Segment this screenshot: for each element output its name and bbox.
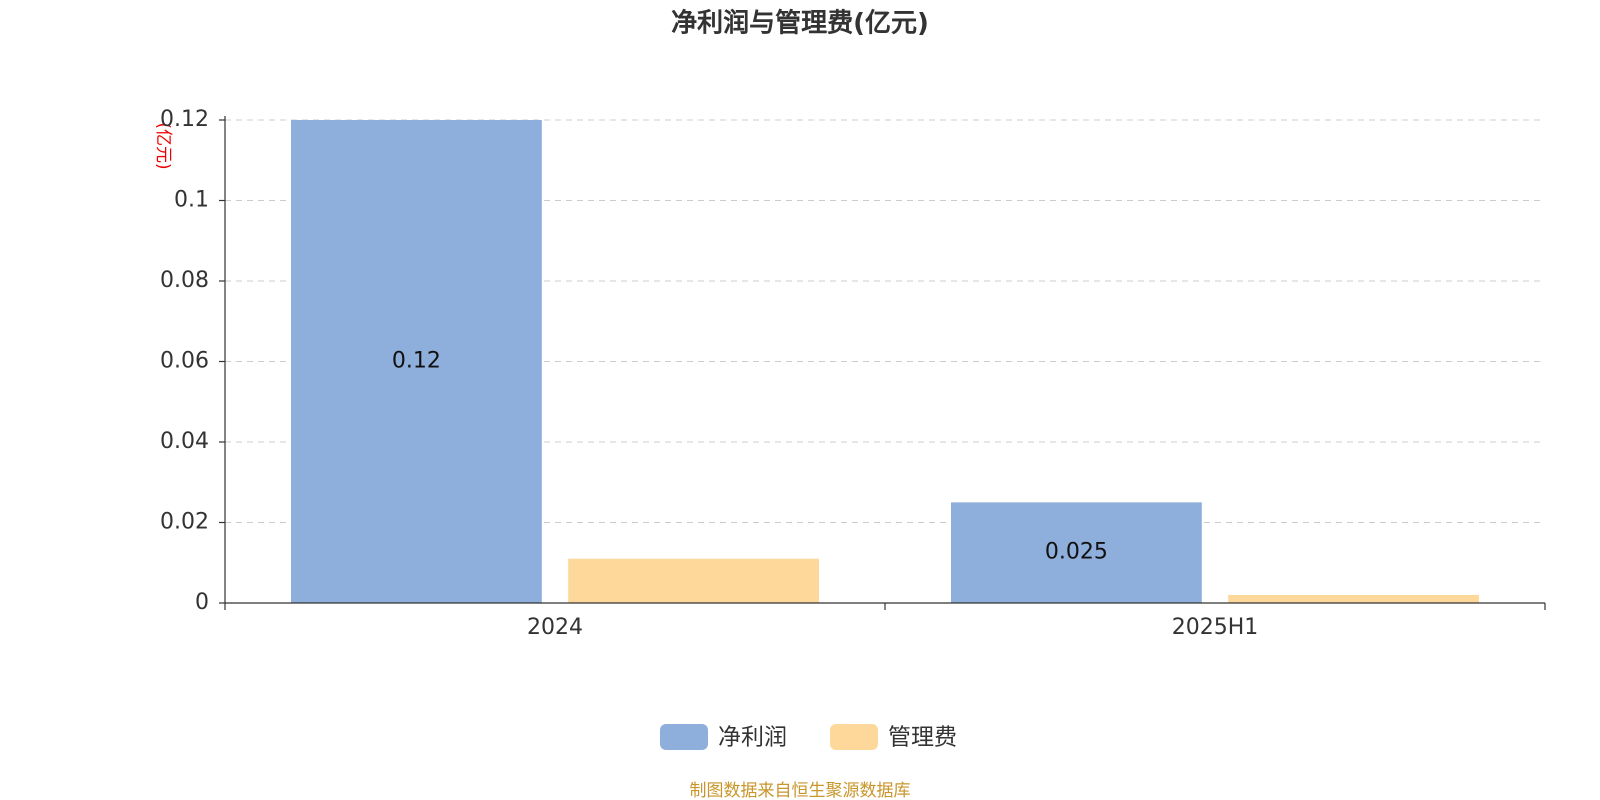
- bar: [1228, 594, 1479, 603]
- y-tick-label: 0.04: [160, 429, 209, 454]
- legend-label: 管理费: [888, 725, 957, 751]
- data-label: 0.12: [392, 349, 441, 374]
- data-label: 0.025: [1045, 540, 1108, 565]
- y-tick-label: 0.06: [160, 349, 209, 374]
- y-tick-label: 0: [195, 590, 209, 615]
- bar: [951, 502, 1202, 603]
- y-tick-label: 0.12: [160, 107, 209, 132]
- bar: [291, 120, 542, 603]
- y-axis-label: (亿元): [153, 122, 173, 169]
- source-note: 制图数据来自恒生聚源数据库: [690, 781, 911, 800]
- y-tick-label: 0.02: [160, 510, 209, 535]
- legend-swatch: [830, 724, 878, 750]
- y-tick-label: 0.1: [174, 188, 209, 213]
- legend-swatch: [660, 724, 708, 750]
- y-tick-label: 0.08: [160, 268, 209, 293]
- legend-label: 净利润: [718, 725, 787, 751]
- x-tick-label: 2024: [527, 615, 583, 640]
- x-tick-label: 2025H1: [1172, 615, 1259, 640]
- chart-title: 净利润与管理费(亿元): [671, 8, 929, 39]
- bar: [568, 558, 819, 603]
